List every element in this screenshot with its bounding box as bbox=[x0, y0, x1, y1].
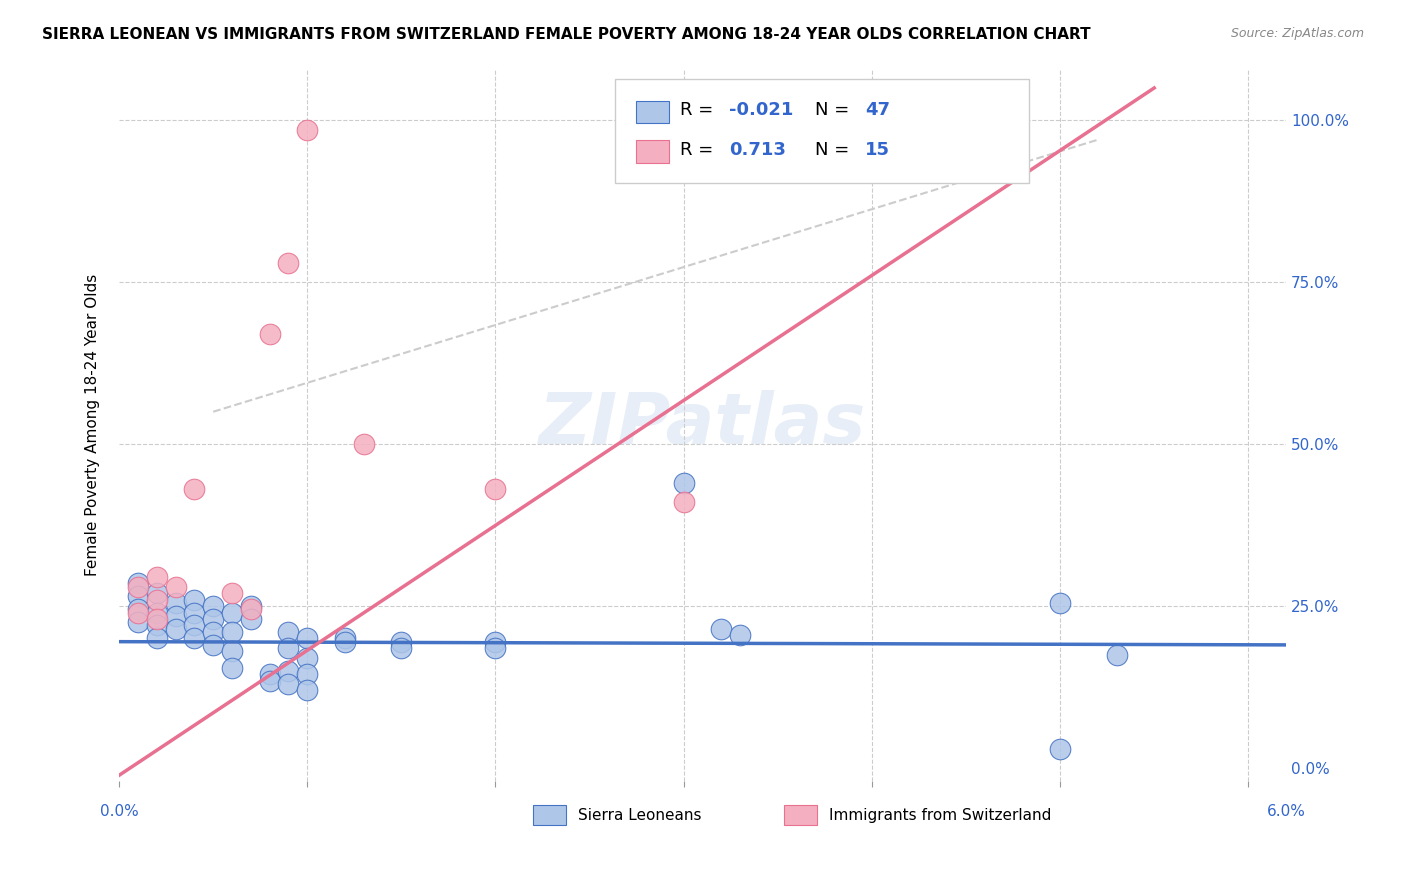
Point bbox=[259, 667, 281, 681]
Point bbox=[127, 602, 149, 616]
Text: R =: R = bbox=[681, 142, 720, 160]
Point bbox=[277, 664, 299, 678]
Point bbox=[1049, 741, 1071, 756]
Point bbox=[127, 615, 149, 630]
Point bbox=[183, 632, 205, 646]
Point bbox=[389, 634, 412, 648]
Text: -0.021: -0.021 bbox=[730, 101, 794, 119]
Point bbox=[221, 586, 243, 600]
Text: N =: N = bbox=[814, 142, 855, 160]
Point bbox=[183, 606, 205, 620]
Point bbox=[1049, 596, 1071, 610]
Point bbox=[297, 683, 319, 698]
Point bbox=[183, 592, 205, 607]
Text: Sierra Leoneans: Sierra Leoneans bbox=[578, 807, 702, 822]
Point bbox=[239, 602, 262, 616]
Point bbox=[710, 622, 733, 636]
Point bbox=[297, 650, 319, 665]
Point bbox=[221, 660, 243, 674]
Point bbox=[484, 634, 506, 648]
FancyBboxPatch shape bbox=[785, 805, 817, 825]
Point bbox=[484, 483, 506, 497]
FancyBboxPatch shape bbox=[533, 805, 567, 825]
Point bbox=[333, 632, 356, 646]
Point bbox=[239, 612, 262, 626]
Point bbox=[127, 606, 149, 620]
Point bbox=[389, 641, 412, 656]
Text: R =: R = bbox=[681, 101, 720, 119]
Point bbox=[221, 644, 243, 658]
Point bbox=[145, 632, 167, 646]
Text: 6.0%: 6.0% bbox=[1267, 804, 1305, 819]
Point bbox=[484, 641, 506, 656]
Point bbox=[277, 624, 299, 639]
Point bbox=[145, 592, 167, 607]
Text: SIERRA LEONEAN VS IMMIGRANTS FROM SWITZERLAND FEMALE POVERTY AMONG 18-24 YEAR OL: SIERRA LEONEAN VS IMMIGRANTS FROM SWITZE… bbox=[42, 27, 1091, 42]
Point bbox=[672, 475, 695, 490]
Point bbox=[1105, 648, 1128, 662]
Point bbox=[165, 622, 187, 636]
Point bbox=[297, 632, 319, 646]
Point bbox=[672, 495, 695, 509]
Text: N =: N = bbox=[814, 101, 855, 119]
FancyBboxPatch shape bbox=[614, 79, 1029, 183]
Point bbox=[183, 618, 205, 632]
Point bbox=[145, 618, 167, 632]
Point bbox=[277, 677, 299, 691]
FancyBboxPatch shape bbox=[636, 101, 669, 123]
Point bbox=[297, 123, 319, 137]
Text: 0.713: 0.713 bbox=[730, 142, 786, 160]
Point bbox=[127, 576, 149, 591]
Point bbox=[239, 599, 262, 613]
Point bbox=[165, 596, 187, 610]
Point bbox=[165, 608, 187, 623]
Point bbox=[165, 580, 187, 594]
Point bbox=[145, 606, 167, 620]
Point bbox=[145, 570, 167, 584]
Point bbox=[259, 326, 281, 341]
Point bbox=[277, 256, 299, 270]
Point bbox=[728, 628, 751, 642]
Point bbox=[333, 634, 356, 648]
Point bbox=[202, 599, 225, 613]
Point bbox=[145, 586, 167, 600]
Point bbox=[221, 606, 243, 620]
Point bbox=[202, 624, 225, 639]
Point bbox=[202, 638, 225, 652]
Text: ZIPatlas: ZIPatlas bbox=[538, 390, 866, 459]
Point bbox=[127, 590, 149, 604]
Text: 0.0%: 0.0% bbox=[100, 804, 138, 819]
Point bbox=[277, 641, 299, 656]
Point bbox=[202, 612, 225, 626]
Point bbox=[353, 437, 375, 451]
Text: 15: 15 bbox=[865, 142, 890, 160]
Point bbox=[221, 624, 243, 639]
Text: Immigrants from Switzerland: Immigrants from Switzerland bbox=[828, 807, 1050, 822]
Text: 47: 47 bbox=[865, 101, 890, 119]
Text: Source: ZipAtlas.com: Source: ZipAtlas.com bbox=[1230, 27, 1364, 40]
Point bbox=[145, 612, 167, 626]
Point bbox=[259, 673, 281, 688]
Point bbox=[183, 483, 205, 497]
Y-axis label: Female Poverty Among 18-24 Year Olds: Female Poverty Among 18-24 Year Olds bbox=[86, 274, 100, 576]
FancyBboxPatch shape bbox=[636, 140, 669, 163]
Point bbox=[297, 667, 319, 681]
Point bbox=[127, 580, 149, 594]
